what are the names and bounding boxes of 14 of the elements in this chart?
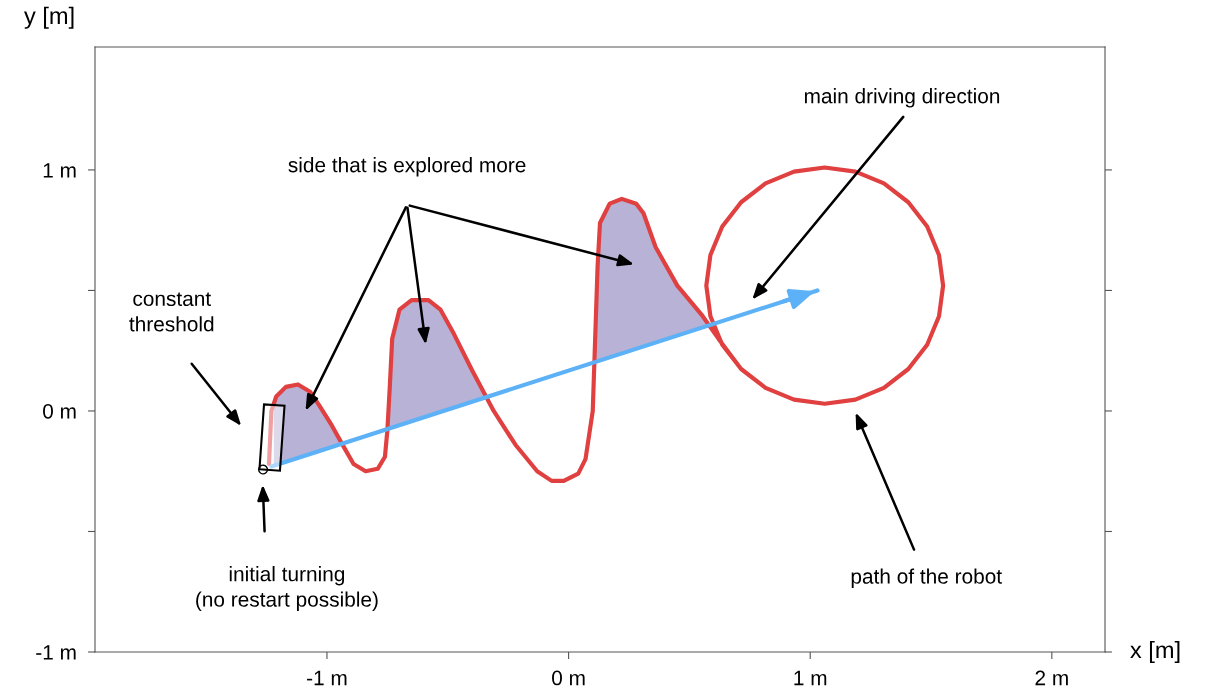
y-tick-label: 1 m [43,163,76,178]
x-tick-label: 0 m [552,670,585,686]
y-axis-title: y [m] [24,6,74,29]
x-axis-title: x [m] [1130,640,1180,664]
y-tick-label: -1 m [36,645,76,660]
y-tick-label: 0 m [43,403,76,419]
x-tick-label: 2 m [1035,670,1068,686]
x-tick-label: 1 m [794,670,827,686]
annotation: path of the robot [851,568,1002,588]
x-tick-label: -1 m [307,670,347,686]
annotation: side that is explored more [288,157,526,177]
annotation: constant threshold [129,292,214,332]
annotation: main driving direction [804,88,1000,108]
annotation: initial turning (no restart possible) [196,566,378,611]
